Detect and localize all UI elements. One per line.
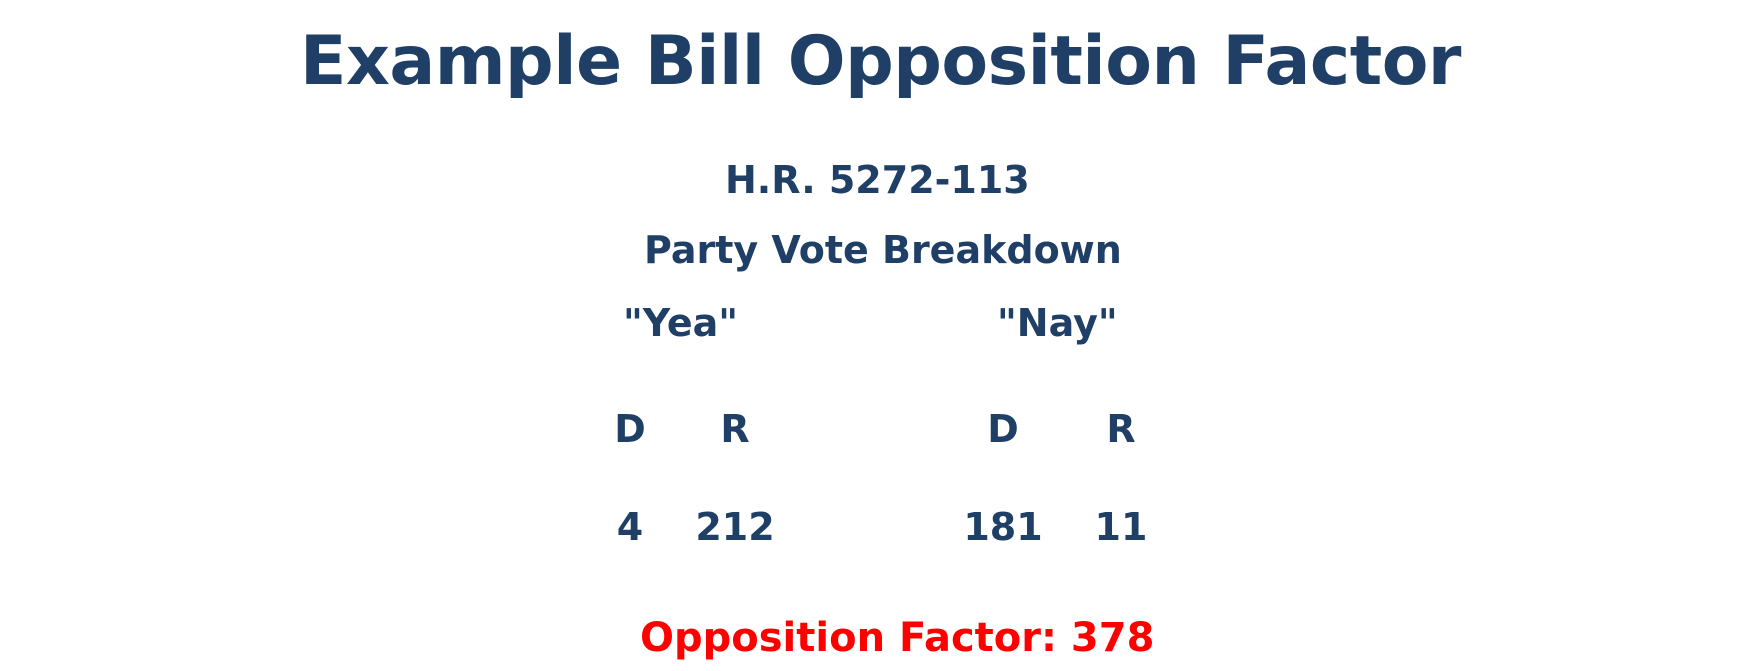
yea-democrat-count: 4 [616,505,644,549]
nay-democrat-label: D [987,407,1019,451]
yea-heading: "Yea" [623,301,739,345]
nay-republican-count: 11 [1094,505,1148,549]
nay-republican-label: R [1106,407,1136,451]
breakdown-heading: Party Vote Breakdown [644,228,1122,272]
nay-heading: "Nay" [997,301,1118,345]
opposition-factor: Opposition Factor: 378 [640,615,1155,661]
bill-id: H.R. 5272-113 [725,158,1030,202]
nay-democrat-count: 181 [963,505,1043,549]
yea-republican-label: R [720,407,750,451]
page-title: Example Bill Opposition Factor [300,22,1461,101]
yea-democrat-label: D [614,407,646,451]
yea-republican-count: 212 [695,505,775,549]
